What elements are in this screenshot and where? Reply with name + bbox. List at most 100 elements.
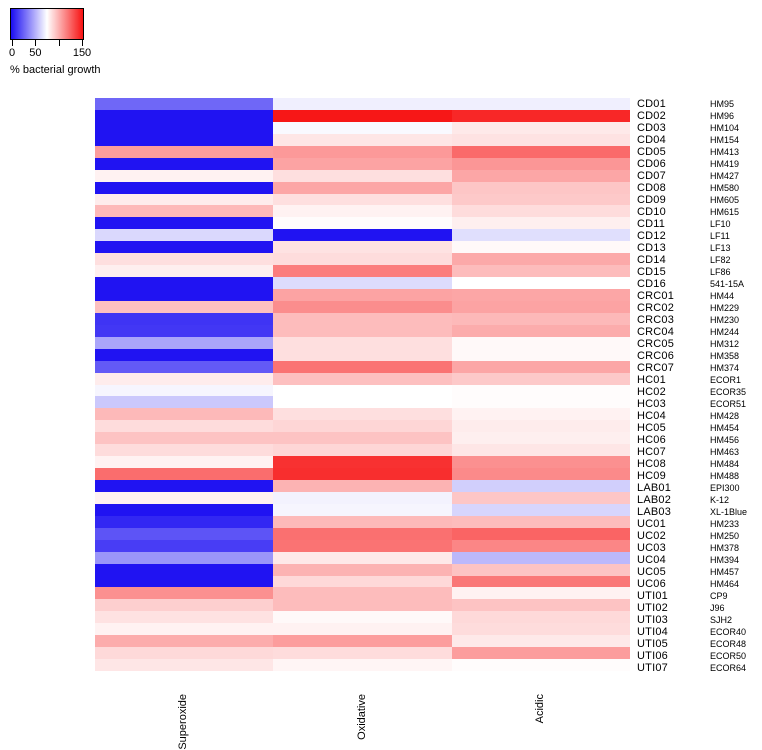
- heatmap-cell: [273, 527, 452, 540]
- color-key-tick-label: 150: [72, 47, 92, 59]
- strain-name-label: ECOR48: [710, 639, 747, 649]
- strain-name-label: LF82: [710, 255, 731, 265]
- row-label: HC07 HM463: [637, 446, 762, 458]
- heatmap-cell: [273, 491, 452, 504]
- column-label-acidic: Acidic: [533, 694, 546, 724]
- heatmap-cell: [95, 300, 274, 313]
- heatmap-cell: [273, 229, 452, 242]
- heatmap-cell: [451, 456, 630, 469]
- sample-id-label: CD02: [637, 110, 666, 122]
- heatmap-cell: [273, 145, 452, 158]
- heatmap-cell: [273, 324, 452, 337]
- heatmap-cell: [273, 563, 452, 576]
- strain-name-label: ECOR51: [710, 399, 747, 409]
- heatmap-cell: [95, 575, 274, 588]
- heatmap-cell: [95, 551, 274, 564]
- heatmap-cell: [451, 336, 630, 349]
- heatmap-cell: [273, 444, 452, 457]
- strain-name-label: HM580: [710, 183, 740, 193]
- heatmap-cell: [451, 312, 630, 325]
- heatmap-cell: [95, 133, 274, 146]
- heatmap-cell: [95, 563, 274, 576]
- row-label: LAB03 XL-1Blue: [637, 506, 762, 518]
- heatmap-cell: [273, 241, 452, 254]
- color-key: 0 50 150 % bacterial growth: [8, 8, 150, 76]
- heatmap-cell: [95, 360, 274, 373]
- heatmap-cell: [273, 611, 452, 624]
- heatmap-cell: [451, 432, 630, 445]
- heatmap-cell: [451, 515, 630, 528]
- strain-name-label: HM378: [710, 543, 740, 553]
- heatmap-cell: [95, 372, 274, 385]
- sample-id-label: UTI07: [637, 662, 668, 674]
- heatmap-cell: [273, 480, 452, 492]
- strain-name-label: XL-1Blue: [710, 507, 748, 517]
- color-key-tick-labels: 0 50 150: [8, 47, 100, 60]
- heatmap-cell: [273, 253, 452, 266]
- heatmap-cell: [451, 384, 630, 397]
- heatmap-cell: [95, 611, 274, 624]
- row-label: CD10 HM615: [637, 206, 762, 218]
- heatmap-cell: [273, 587, 452, 600]
- row-label: CD15 LF86: [637, 266, 762, 278]
- heatmap-cell: [451, 205, 630, 218]
- row-label: UC06 HM464: [637, 578, 762, 590]
- sample-id-label: CD07: [637, 170, 666, 182]
- row-label: HC04 HM428: [637, 410, 762, 422]
- heatmap-cell: [451, 491, 630, 504]
- strain-name-label: HM229: [710, 303, 740, 313]
- heatmap-cell: [95, 193, 274, 206]
- row-label: UTI06 ECOR50: [637, 650, 762, 662]
- row-label: UC05 HM457: [637, 566, 762, 578]
- sample-id-label: HC02: [637, 386, 666, 398]
- color-key-tick: [35, 40, 37, 46]
- row-label: LAB01 EPI300: [637, 482, 762, 494]
- column-label-oxidative: Oxidative: [355, 694, 368, 740]
- heatmap-cell: [451, 599, 630, 612]
- strain-name-label: ECOR35: [710, 387, 747, 397]
- strain-name-label: SJH2: [710, 615, 733, 625]
- sample-id-label: LAB03: [637, 506, 672, 518]
- heatmap-cell: [451, 98, 630, 110]
- heatmap-cell: [95, 599, 274, 612]
- strain-name-label: HM454: [710, 423, 740, 433]
- heatmap-cell: [451, 647, 630, 660]
- heatmap-cell: [273, 109, 452, 122]
- heatmap-cell: [273, 277, 452, 289]
- sample-id-label: UC01: [637, 518, 666, 530]
- heatmap-cell: [451, 277, 630, 289]
- heatmap-cell: [451, 348, 630, 361]
- sample-id-label: HC04: [637, 410, 666, 422]
- strain-name-label: HM312: [710, 339, 740, 349]
- color-key-tick-label: 0: [8, 47, 16, 59]
- row-label: UTI07 ECOR64: [637, 662, 762, 674]
- row-label: CD02 HM96: [637, 110, 762, 122]
- heatmap-cell: [451, 229, 630, 242]
- sample-id-label: HC05: [637, 422, 666, 434]
- sample-id-label: CRC01: [637, 290, 675, 302]
- heatmap-cell: [273, 575, 452, 588]
- heatmap-cell: [273, 300, 452, 313]
- strain-name-label: HM615: [710, 207, 740, 217]
- strain-name-label: HM463: [710, 447, 740, 457]
- strain-name-label: HM464: [710, 579, 740, 589]
- heatmap-cell: [451, 539, 630, 552]
- heatmap-cell: [451, 360, 630, 373]
- sample-id-label: CRC05: [637, 338, 675, 350]
- heatmap-cell: [273, 468, 452, 480]
- heatmap-cell: [95, 432, 274, 445]
- heatmap-cell: [95, 157, 274, 170]
- heatmap-cell: [451, 300, 630, 313]
- sample-id-label: CD04: [637, 134, 666, 146]
- row-label: HC01 ECOR1: [637, 374, 762, 386]
- heatmap-cell: [95, 503, 274, 516]
- strain-name-label: HM96: [710, 111, 735, 121]
- strain-name-label: ECOR64: [710, 663, 747, 673]
- heatmap-cell: [95, 217, 274, 230]
- row-label: CD14 LF82: [637, 254, 762, 266]
- strain-name-label: HM250: [710, 531, 740, 541]
- heatmap-cell: [451, 527, 630, 540]
- strain-name-label: HM413: [710, 147, 740, 157]
- row-label: CRC05 HM312: [637, 338, 762, 350]
